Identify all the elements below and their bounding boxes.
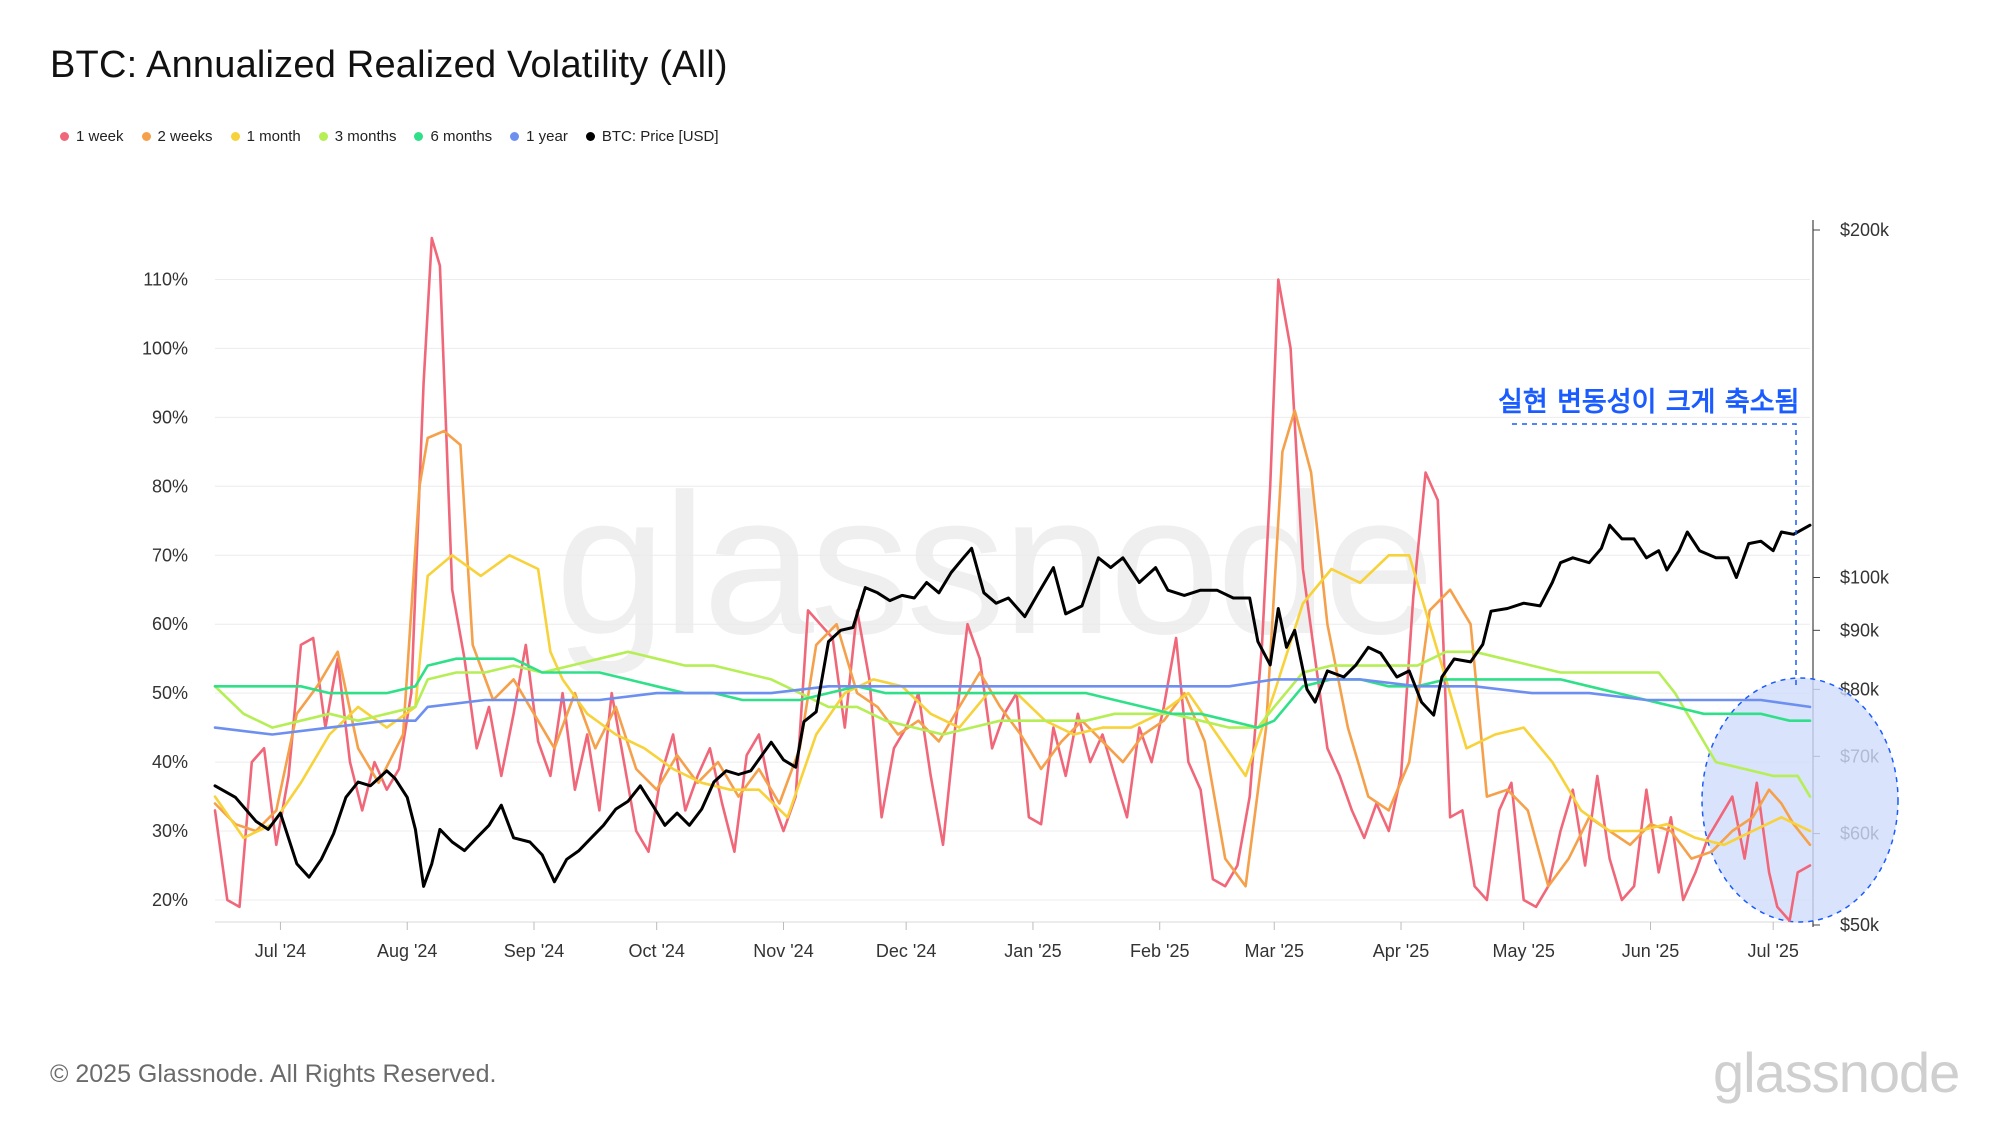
y-tick-label: 40% xyxy=(152,752,188,772)
chart-svg: 20% 30% 40% 50% 60% 70% 80% 90% 100% 110% Jul '24 A… xyxy=(142,220,1899,961)
legend-item[interactable]: 2 weeks xyxy=(141,128,213,145)
y-tick-label: 60% xyxy=(152,614,188,634)
legend-label: 2 weeks xyxy=(157,128,213,145)
y-tick-label: 100% xyxy=(142,338,188,358)
x-tick-label: Jul '25 xyxy=(1747,941,1798,961)
right-tick-label: $100k xyxy=(1840,568,1890,588)
legend-dot-icon xyxy=(585,132,595,141)
annotation-connector xyxy=(1512,423,1797,690)
legend-dot-icon xyxy=(141,132,151,141)
legend-label: 1 month xyxy=(246,128,301,145)
y-tick-label: 90% xyxy=(152,407,188,427)
legend-dot-icon xyxy=(230,132,240,141)
right-tick-label: $50k xyxy=(1840,915,1880,935)
legend-item[interactable]: 3 months xyxy=(318,128,397,145)
x-tick-label: May '25 xyxy=(1492,941,1554,961)
legend-item[interactable]: 1 week xyxy=(60,128,124,145)
legend-label: 1 week xyxy=(76,128,124,145)
y-tick-label: 110% xyxy=(143,269,188,289)
legend-label: BTC: Price [USD] xyxy=(601,128,719,145)
legend-item[interactable]: 1 year xyxy=(510,128,568,145)
x-tick-label: Jun '25 xyxy=(1622,941,1679,961)
series-line-6m xyxy=(213,657,1812,729)
x-tick-label: Feb '25 xyxy=(1130,941,1189,961)
series-line-3m xyxy=(213,650,1812,798)
series-line-price xyxy=(213,523,1812,888)
x-tick-label: Apr '25 xyxy=(1373,941,1429,961)
chart-title: BTC: Annualized Realized Volatility (All… xyxy=(50,44,728,86)
brand-logo: glassnode xyxy=(1713,1041,1960,1104)
legend-dot-icon xyxy=(414,132,424,141)
legend-item[interactable]: BTC: Price [USD] xyxy=(585,128,719,145)
x-tick-label: Dec '24 xyxy=(876,941,936,961)
x-tick-label: Jan '25 xyxy=(1004,941,1061,961)
highlight-ellipse xyxy=(1701,677,1899,923)
y-tick-label: 80% xyxy=(152,476,188,496)
legend: 1 week 2 weeks 1 month 3 months 6 months 1 ye… xyxy=(60,128,719,145)
legend-label: 1 year xyxy=(526,128,568,145)
y-tick-label: 70% xyxy=(152,545,188,565)
series-line-2w xyxy=(213,409,1812,888)
x-tick-label: Aug '24 xyxy=(377,941,438,961)
y-tick-label: 20% xyxy=(152,890,188,910)
x-tick-label: Jul '24 xyxy=(255,941,306,961)
copyright-footer: © 2025 Glassnode. All Rights Reserved. xyxy=(50,1060,497,1088)
y-tick-label: 30% xyxy=(152,821,188,841)
legend-dot-icon xyxy=(318,132,328,141)
y-tick-label: 50% xyxy=(152,683,188,703)
x-tick-label: Mar '25 xyxy=(1245,941,1304,961)
legend-item[interactable]: 6 months xyxy=(414,128,492,145)
legend-dot-icon xyxy=(510,132,520,141)
legend-label: 3 months xyxy=(334,128,397,145)
right-tick-label: $200k xyxy=(1840,220,1890,240)
annotation-label: 실현 변동성이 크게 축소됨 xyxy=(1498,387,1800,418)
series-line-1y xyxy=(213,678,1812,736)
legend-item[interactable]: 1 month xyxy=(230,128,301,145)
x-tick-label: Nov '24 xyxy=(753,941,813,961)
legend-dot-icon xyxy=(60,132,69,141)
legend-label: 6 months xyxy=(430,128,493,145)
series-line-1w xyxy=(213,236,1812,922)
x-tick-label: Oct '24 xyxy=(628,941,684,961)
x-tick-label: Sep '24 xyxy=(504,941,565,961)
right-tick-label: $90k xyxy=(1840,620,1880,640)
